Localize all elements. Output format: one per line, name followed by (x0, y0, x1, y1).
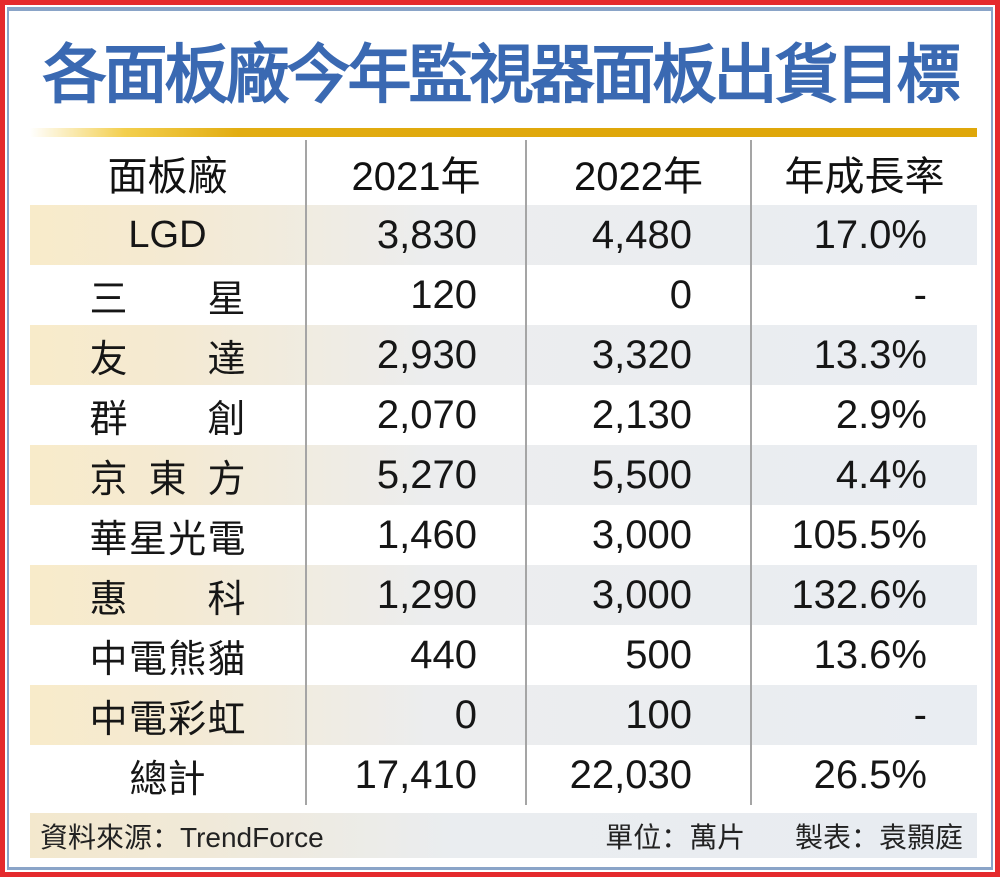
table-row: 惠科 1,290 3,000 132.6% (30, 565, 977, 625)
cell-maker: 華星光電 (30, 505, 305, 565)
cell-2022-value: 3,320 (525, 325, 750, 385)
cell-maker: 中電彩虹 (30, 685, 305, 745)
cell-growth-value: - (750, 685, 977, 745)
cell-growth-value: 13.6% (750, 625, 977, 685)
cell-2021-value: 120 (305, 265, 525, 325)
table-row: 中電彩虹 0 100 - (30, 685, 977, 745)
footer-bar: 資料來源：TrendForce 單位：萬片 製表：袁顥庭 (30, 813, 977, 858)
cell-maker: 三星 (30, 265, 305, 325)
cell-2022-value: 2,130 (525, 385, 750, 445)
cell-2021-value: 3,830 (305, 205, 525, 265)
source-label: 資料來源：TrendForce (40, 821, 324, 853)
page-title: 各面板廠今年監視器面板出貨目標 (42, 38, 961, 111)
credit-label: 製表：袁顥庭 (794, 821, 963, 853)
cell-growth-value: 2.9% (750, 385, 977, 445)
cell-maker: 友達 (30, 325, 305, 385)
title-underline-bar (30, 128, 977, 137)
cell-growth-value: 26.5% (750, 745, 977, 805)
cell-2021-value: 1,290 (305, 565, 525, 625)
cell-growth-value: 17.0% (750, 205, 977, 265)
table-row: 京東方 5,270 5,500 4.4% (30, 445, 977, 505)
table-row: 友達 2,930 3,320 13.3% (30, 325, 977, 385)
cell-2022-value: 22,030 (525, 745, 750, 805)
table-body: LGD 3,830 4,480 17.0% 三星 120 0 - 友達 2,93… (30, 205, 977, 805)
maker-name: 中電彩虹 (89, 698, 246, 741)
table-row: LGD 3,830 4,480 17.0% (30, 205, 977, 265)
cell-2022-value: 5,500 (525, 445, 750, 505)
table-row: 三星 120 0 - (30, 265, 977, 325)
cell-2021-value: 5,270 (305, 445, 525, 505)
cell-growth-value: 132.6% (750, 565, 977, 625)
maker-name: LGD (128, 213, 207, 256)
unit-label: 單位：萬片 (605, 821, 746, 853)
shipment-table: 面板廠 2021年 2022年 年成長率 LGD 3,830 4,480 17.… (30, 140, 977, 805)
cell-2022-value: 3,000 (525, 565, 750, 625)
cell-2022-value: 100 (525, 685, 750, 745)
maker-name: 惠科 (89, 578, 246, 621)
cell-2021-value: 2,070 (305, 385, 525, 445)
maker-name: 中電熊貓 (89, 638, 246, 681)
cell-growth-value: - (750, 265, 977, 325)
table-row: 華星光電 1,460 3,000 105.5% (30, 505, 977, 565)
maker-name: 友達 (89, 338, 246, 381)
header-2022: 2022年 (525, 140, 750, 205)
cell-maker: 總計 (30, 745, 305, 805)
cell-growth-value: 13.3% (750, 325, 977, 385)
header-maker: 面板廠 (107, 154, 228, 199)
cell-2021-value: 2,930 (305, 325, 525, 385)
inner-blue-frame: 各面板廠今年監視器面板出貨目標 面板廠 2021年 2022年 年成長率 LGD… (7, 7, 993, 870)
cell-2021-value: 1,460 (305, 505, 525, 565)
maker-name: 總計 (129, 758, 206, 801)
cell-2021-value: 0 (305, 685, 525, 745)
table-row: 中電熊貓 440 500 13.6% (30, 625, 977, 685)
header-growth: 年成長率 (750, 140, 977, 205)
cell-2022-value: 500 (525, 625, 750, 685)
maker-name: 群創 (89, 398, 246, 441)
table-row: 群創 2,070 2,130 2.9% (30, 385, 977, 445)
maker-name: 三星 (89, 278, 246, 321)
maker-name: 京東方 (89, 458, 246, 501)
title-area: 各面板廠今年監視器面板出貨目標 (9, 11, 991, 128)
cell-2022-value: 0 (525, 265, 750, 325)
cell-2022-value: 3,000 (525, 505, 750, 565)
cell-maker: 群創 (30, 385, 305, 445)
cell-maker: LGD (30, 205, 305, 265)
table-header-row: 面板廠 2021年 2022年 年成長率 (30, 140, 977, 205)
table-row: 總計 17,410 22,030 26.5% (30, 745, 977, 805)
cell-maker: 惠科 (30, 565, 305, 625)
cell-maker: 京東方 (30, 445, 305, 505)
cell-maker: 中電熊貓 (30, 625, 305, 685)
cell-2021-value: 17,410 (305, 745, 525, 805)
maker-name: 華星光電 (89, 518, 246, 561)
cell-2022-value: 4,480 (525, 205, 750, 265)
cell-2021-value: 440 (305, 625, 525, 685)
cell-growth-value: 4.4% (750, 445, 977, 505)
footer-right: 單位：萬片 製表：袁顥庭 (563, 816, 963, 856)
header-2021: 2021年 (305, 140, 525, 205)
cell-growth-value: 105.5% (750, 505, 977, 565)
